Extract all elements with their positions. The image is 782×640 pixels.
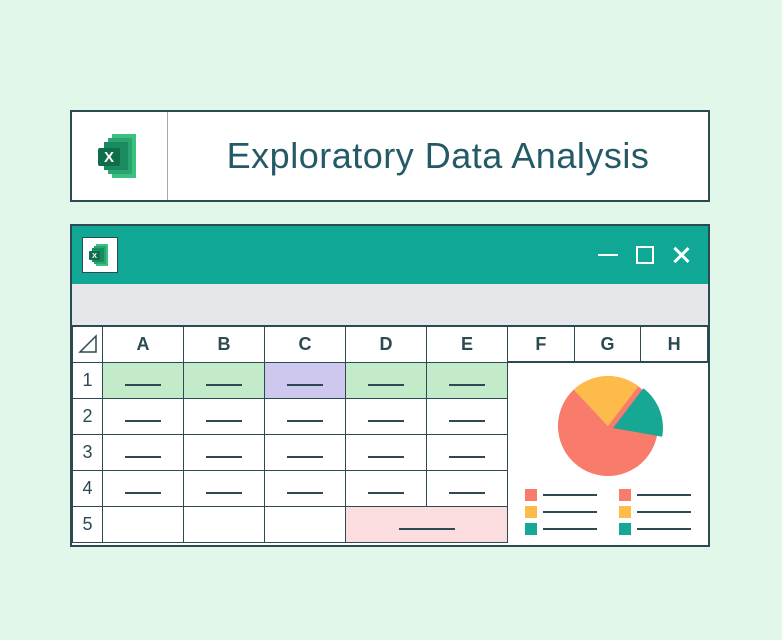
row-header-5[interactable]: 5 bbox=[73, 507, 103, 543]
row-4: 4 bbox=[73, 471, 508, 507]
legend-item bbox=[619, 523, 691, 535]
row-2: 2 bbox=[73, 399, 508, 435]
col-header-e[interactable]: E bbox=[427, 327, 508, 363]
row-header-4[interactable]: 4 bbox=[73, 471, 103, 507]
cell-c5[interactable] bbox=[265, 507, 346, 543]
col-header-a[interactable]: A bbox=[103, 327, 184, 363]
excel-logo: X bbox=[72, 112, 168, 200]
col-header-g[interactable]: G bbox=[575, 326, 642, 362]
cell-c4[interactable] bbox=[265, 471, 346, 507]
window-excel-icon: X bbox=[82, 237, 118, 273]
cell-b5[interactable] bbox=[184, 507, 265, 543]
legend-item bbox=[525, 506, 597, 518]
cell-b1[interactable] bbox=[184, 363, 265, 399]
cell-e4[interactable] bbox=[427, 471, 508, 507]
cell-a4[interactable] bbox=[103, 471, 184, 507]
pie-chart bbox=[553, 371, 663, 481]
close-button[interactable] bbox=[672, 246, 690, 264]
minimize-button[interactable] bbox=[598, 254, 618, 257]
app-window: X A B C D E 1 bbox=[70, 224, 710, 547]
window-controls bbox=[598, 246, 698, 264]
col-header-b[interactable]: B bbox=[184, 327, 265, 363]
legend-item bbox=[525, 523, 597, 535]
cell-c1[interactable] bbox=[265, 363, 346, 399]
legend-item bbox=[525, 489, 597, 501]
maximize-button[interactable] bbox=[636, 246, 654, 264]
cell-d3[interactable] bbox=[346, 435, 427, 471]
chart-area bbox=[508, 362, 708, 545]
cell-a1[interactable] bbox=[103, 363, 184, 399]
row-header-3[interactable]: 3 bbox=[73, 435, 103, 471]
sheet-area: A B C D E 1 2 bbox=[72, 326, 708, 545]
row-5: 5 bbox=[73, 507, 508, 543]
col-header-h[interactable]: H bbox=[641, 326, 708, 362]
grid-area: A B C D E 1 2 bbox=[72, 326, 508, 545]
row-3: 3 bbox=[73, 435, 508, 471]
select-all-corner[interactable] bbox=[73, 327, 103, 363]
cell-d4[interactable] bbox=[346, 471, 427, 507]
cell-e2[interactable] bbox=[427, 399, 508, 435]
legend-item bbox=[619, 489, 691, 501]
chart-legend bbox=[525, 489, 691, 535]
col-header-c[interactable]: C bbox=[265, 327, 346, 363]
svg-text:X: X bbox=[92, 251, 97, 260]
row-header-2[interactable]: 2 bbox=[73, 399, 103, 435]
cell-a3[interactable] bbox=[103, 435, 184, 471]
cell-a5[interactable] bbox=[103, 507, 184, 543]
cell-c2[interactable] bbox=[265, 399, 346, 435]
row-1: 1 bbox=[73, 363, 508, 399]
cell-a2[interactable] bbox=[103, 399, 184, 435]
titlebar: X bbox=[72, 226, 708, 284]
col-header-f[interactable]: F bbox=[508, 326, 575, 362]
svg-text:X: X bbox=[103, 149, 113, 166]
spreadsheet-grid[interactable]: A B C D E 1 2 bbox=[72, 326, 508, 543]
row-header-1[interactable]: 1 bbox=[73, 363, 103, 399]
cell-c3[interactable] bbox=[265, 435, 346, 471]
cell-d2[interactable] bbox=[346, 399, 427, 435]
ribbon bbox=[72, 284, 708, 326]
cell-e3[interactable] bbox=[427, 435, 508, 471]
legend-item bbox=[619, 506, 691, 518]
col-header-d[interactable]: D bbox=[346, 327, 427, 363]
cell-d1[interactable] bbox=[346, 363, 427, 399]
cell-d5e5[interactable] bbox=[346, 507, 508, 543]
header-title: Exploratory Data Analysis bbox=[168, 135, 708, 177]
chart-col-headers: F G H bbox=[508, 326, 708, 362]
header-card: X Exploratory Data Analysis bbox=[70, 110, 710, 202]
cell-b2[interactable] bbox=[184, 399, 265, 435]
cell-b3[interactable] bbox=[184, 435, 265, 471]
cell-b4[interactable] bbox=[184, 471, 265, 507]
cell-e1[interactable] bbox=[427, 363, 508, 399]
